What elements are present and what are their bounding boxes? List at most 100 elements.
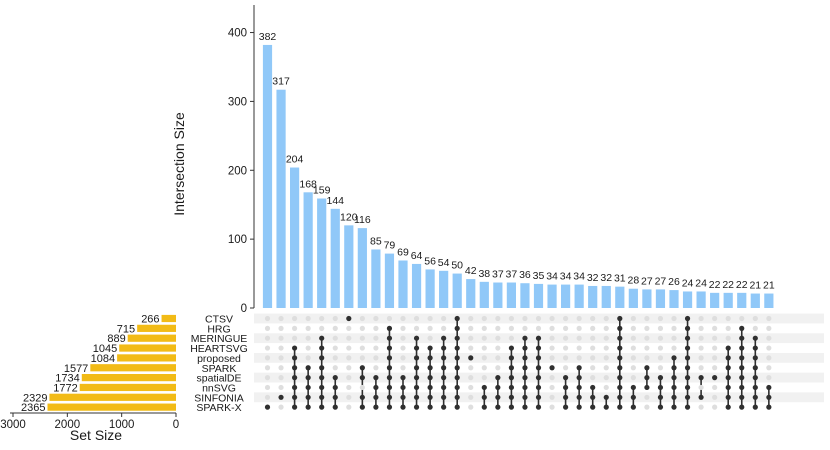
- matrix-dot-off: [495, 335, 501, 341]
- matrix-dot-off: [698, 335, 704, 341]
- matrix-dot-on: [413, 335, 420, 341]
- matrix-dot-off: [644, 345, 650, 351]
- matrix-dot-on: [590, 394, 596, 400]
- matrix-dot-on: [305, 404, 311, 410]
- intersection-value-label: 26: [668, 276, 680, 288]
- matrix-dot-off: [278, 365, 284, 371]
- matrix-dot-off: [319, 315, 325, 322]
- matrix-dot-off: [698, 404, 704, 410]
- matrix-dot-on: [617, 375, 623, 381]
- intersection-bar: [655, 289, 666, 308]
- matrix-dot-off: [346, 394, 352, 400]
- matrix-dot-off: [495, 325, 501, 331]
- matrix-dot-on: [752, 375, 758, 381]
- matrix-dot-on: [373, 404, 379, 410]
- matrix-dot-on: [292, 375, 298, 381]
- matrix-dot-off: [468, 315, 474, 322]
- matrix-dot-off: [468, 345, 474, 351]
- matrix-dot-off: [359, 335, 365, 341]
- matrix-dot-off: [712, 355, 718, 361]
- matrix-dot-on: [400, 404, 406, 410]
- matrix-dot-on: [508, 365, 514, 371]
- matrix-dot-on: [264, 404, 271, 410]
- set-size-axis: 3000 2000 1000 0: [0, 412, 179, 431]
- intersection-value-label: 204: [286, 154, 304, 166]
- matrix-dot-on: [386, 375, 393, 381]
- matrix-dot-off: [332, 365, 338, 371]
- matrix-dot-off: [603, 365, 609, 371]
- matrix-dot-on: [671, 384, 677, 391]
- matrix-dot-off: [373, 315, 379, 322]
- matrix-dot-on: [292, 394, 298, 400]
- intersection-bar: [642, 289, 652, 308]
- matrix-dot-off: [549, 404, 555, 410]
- matrix-dot-off: [657, 325, 664, 331]
- matrix-dot-off: [373, 345, 379, 351]
- intersection-bar: [547, 284, 557, 308]
- matrix-dot-on: [495, 384, 501, 391]
- set-name-label: SPARK-X: [196, 402, 241, 414]
- matrix-dot-off: [630, 335, 636, 341]
- matrix-dot-on: [508, 394, 514, 400]
- matrix-dot-on: [332, 394, 338, 400]
- matrix-dot-off: [305, 315, 311, 322]
- matrix-dot-off: [671, 325, 677, 331]
- intersection-bar: [615, 286, 625, 308]
- matrix-dot-off: [698, 365, 704, 371]
- matrix-dot-on: [454, 404, 460, 410]
- intersection-bar: [628, 288, 638, 308]
- matrix-dot-on: [563, 394, 569, 400]
- matrix-dot-on: [563, 404, 569, 410]
- matrix-dot-off: [264, 335, 271, 341]
- matrix-dot-on: [671, 355, 677, 361]
- matrix-dot-off: [495, 355, 501, 361]
- matrix-dot-on: [684, 375, 691, 381]
- matrix-dot-off: [671, 345, 677, 351]
- matrix-dot-off: [373, 365, 379, 371]
- intersection-bar: [452, 273, 462, 308]
- set-name-labels: CTSVHRGMERINGUEHEARTSVGproposedSPARKspat…: [190, 314, 248, 415]
- matrix-dot-off: [563, 335, 569, 341]
- matrix-dot-off: [468, 394, 474, 400]
- matrix-dot-on: [441, 375, 447, 381]
- matrix-dot-off: [264, 384, 271, 391]
- matrix-dot-on: [495, 394, 501, 400]
- set-size-bar: [90, 364, 176, 372]
- matrix-dot-off: [508, 315, 514, 322]
- matrix-dot-off: [359, 325, 365, 331]
- matrix-dot-on: [644, 384, 650, 391]
- intersection-bar: [682, 291, 693, 308]
- matrix-dot-on: [413, 384, 420, 391]
- matrix-dot-off: [346, 325, 352, 331]
- matrix-dot-on: [319, 394, 325, 400]
- intersection-value-label: 69: [397, 246, 409, 258]
- set-size-bar: [117, 354, 176, 362]
- set-name-label: spatialDE: [197, 373, 242, 385]
- matrix-dot-off: [630, 375, 636, 381]
- matrix-dot-off: [603, 335, 609, 341]
- intersection-bar: [411, 263, 422, 308]
- matrix-dot-on: [413, 345, 420, 351]
- matrix-dot-on: [712, 375, 718, 381]
- matrix-dot-on: [657, 404, 664, 410]
- matrix-dot-off: [468, 365, 474, 371]
- matrix-dot-off: [549, 325, 555, 331]
- matrix-dot-on: [630, 384, 636, 391]
- matrix-dot-on: [766, 394, 772, 400]
- matrix-dot-off: [712, 365, 718, 371]
- matrix-dot-on: [739, 404, 745, 410]
- matrix-dot-on: [495, 375, 501, 381]
- matrix-dot-off: [576, 325, 582, 331]
- matrix-dot-on: [535, 394, 542, 400]
- matrix-dot-on: [292, 355, 298, 361]
- matrix-dot-on: [657, 375, 664, 381]
- set-name-label: SPARK: [202, 363, 237, 375]
- matrix-dot-off: [563, 355, 569, 361]
- matrix-dot-on: [332, 384, 338, 391]
- matrix-dot-on: [725, 394, 731, 400]
- matrix-dot-on: [739, 345, 745, 351]
- intersection-value-label: 382: [259, 31, 277, 43]
- matrix-dot-off: [278, 375, 284, 381]
- intersection-value-label: 24: [695, 277, 707, 289]
- matrix-dot-on: [725, 365, 731, 371]
